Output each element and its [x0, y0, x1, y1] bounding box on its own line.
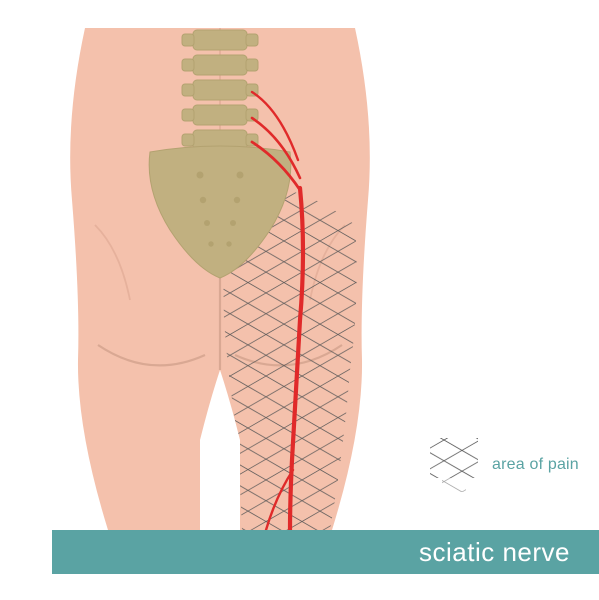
legend-hatch-icon	[430, 438, 478, 492]
legend: area of pain	[430, 438, 579, 492]
sciatic-nerve-diagram	[0, 0, 599, 600]
title-text: sciatic nerve	[419, 537, 570, 568]
title-bar: sciatic nerve	[52, 530, 599, 574]
stage: area of pain sciatic nerve	[0, 0, 599, 600]
legend-label: area of pain	[492, 456, 579, 474]
